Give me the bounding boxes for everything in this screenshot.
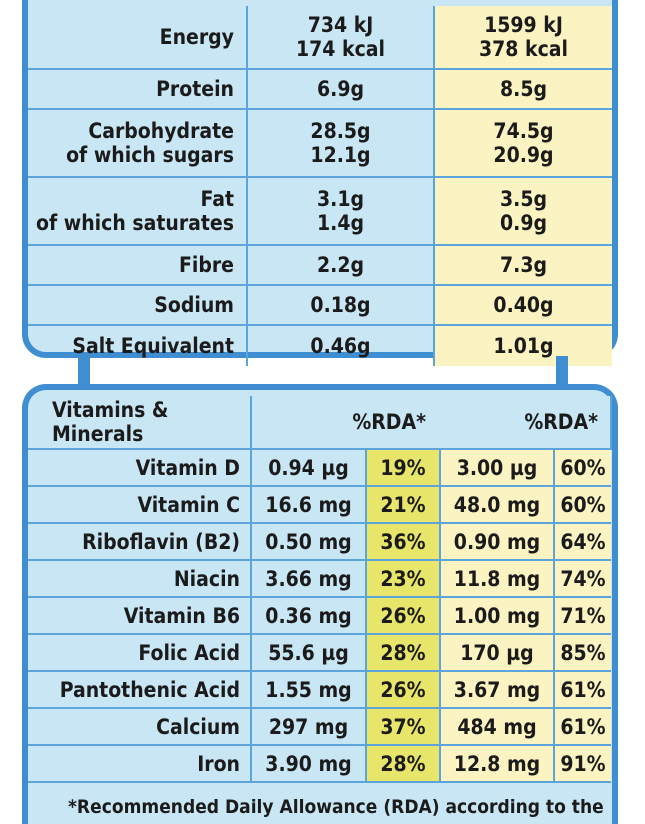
vitamin-amt1: 0.36 mg	[251, 597, 366, 635]
vitamin-amt2: 3.00 µg	[440, 449, 555, 487]
nutrition-label: Fat of which saturates	[28, 177, 248, 246]
nutrition-v1: 6.9g	[247, 69, 435, 110]
vitamin-amt1: 297 mg	[251, 708, 366, 746]
nutrition-v1: 28.5g 12.1g	[247, 109, 435, 178]
vitamin-rda2: 64%	[554, 523, 611, 561]
vitamin-label: Niacin	[28, 560, 252, 598]
vitamin-rda1: 26%	[365, 671, 441, 709]
vitamin-label: Folic Acid	[28, 634, 252, 672]
nutrition-v2: 74.5g 20.9g	[434, 109, 612, 178]
vitamin-rda2: 61%	[554, 708, 611, 746]
vitamin-label: Vitamin B6	[28, 597, 252, 635]
vitamins-panel: Vitamins & Minerals %RDA* %RDA* Vitamin …	[22, 384, 618, 824]
nutrition-v1: 0.18g	[247, 285, 435, 326]
vitamin-row: Calcium 297 mg 37% 484 mg 61%	[28, 708, 611, 746]
vitamin-row: Vitamin D 0.94 µg 19% 3.00 µg 60%	[28, 449, 611, 487]
vitamin-row: Vitamin C 16.6 mg 21% 48.0 mg 60%	[28, 486, 611, 524]
vitamin-row: Folic Acid 55.6 µg 28% 170 µg 85%	[28, 634, 611, 672]
vitamin-amt1: 16.6 mg	[251, 486, 366, 524]
nutrition-v1: 2.2g	[247, 245, 435, 286]
vitamin-rda2: 71%	[554, 597, 611, 635]
vitamin-row: Iron 3.90 mg 28% 12.8 mg 91%	[28, 745, 611, 783]
vitamin-rda2: 60%	[554, 486, 611, 524]
vitamin-amt1: 0.50 mg	[251, 523, 366, 561]
nutrition-v2: 7.3g	[434, 245, 612, 286]
vitamin-row: Riboflavin (B2) 0.50 mg 36% 0.90 mg 64%	[28, 523, 611, 561]
vitamin-amt1: 3.90 mg	[251, 745, 366, 783]
nutrition-row: Energy 734 kJ 174 kcal 1599 kJ 378 kcal	[28, 6, 612, 70]
nutrition-label: Protein	[28, 69, 248, 110]
vitamin-label: Riboflavin (B2)	[28, 523, 252, 561]
vitamin-amt1: 3.66 mg	[251, 560, 366, 598]
vitamin-row: Vitamin B6 0.36 mg 26% 1.00 mg 71%	[28, 597, 611, 635]
vitamin-rda2: 60%	[554, 449, 611, 487]
vitamin-amt2: 11.8 mg	[440, 560, 555, 598]
nutrition-row: Fat of which saturates 3.1g 1.4g 3.5g 0.9g	[28, 177, 612, 246]
vitamin-rda2: 61%	[554, 671, 611, 709]
vitamin-rda1: 37%	[365, 708, 441, 746]
rda-header-2: %RDA*	[440, 396, 612, 450]
vitamin-rda1: 36%	[365, 523, 441, 561]
vitamin-amt2: 12.8 mg	[440, 745, 555, 783]
nutrition-v1: 3.1g 1.4g	[247, 177, 435, 246]
vitamin-label: Calcium	[28, 708, 252, 746]
nutrition-label: Energy	[28, 6, 248, 70]
nutrition-row: Sodium 0.18g 0.40g	[28, 285, 612, 326]
rda-header-1: %RDA*	[251, 396, 440, 450]
nutrition-v2: 1599 kJ 378 kcal	[434, 6, 612, 70]
vitamin-label: Vitamin D	[28, 449, 252, 487]
nutrition-v1: 0.46g	[247, 325, 435, 366]
nutrition-row: Protein 6.9g 8.5g	[28, 69, 612, 110]
vitamins-header-row: Vitamins & Minerals %RDA* %RDA*	[28, 396, 612, 450]
vitamin-amt2: 484 mg	[440, 708, 555, 746]
nutrition-row: Salt Equivalent 0.46g 1.01g	[28, 325, 612, 366]
nutrition-row: Carbohydrate of which sugars 28.5g 12.1g 7…	[28, 109, 612, 178]
nutrition-table: Energy 734 kJ 174 kcal 1599 kJ 378 kcal Pro…	[28, 6, 612, 366]
vitamin-rda1: 21%	[365, 486, 441, 524]
vitamin-rda2: 91%	[554, 745, 611, 783]
vitamin-amt2: 0.90 mg	[440, 523, 555, 561]
nutrition-label: Fibre	[28, 245, 248, 286]
vitamin-amt1: 1.55 mg	[251, 671, 366, 709]
rda-footnote: *Recommended Daily Allowance (RDA) accor…	[68, 796, 604, 818]
vitamin-amt2: 48.0 mg	[440, 486, 555, 524]
vitamin-amt2: 3.67 mg	[440, 671, 555, 709]
nutrition-v2: 3.5g 0.9g	[434, 177, 612, 246]
nutrition-v2: 8.5g	[434, 69, 612, 110]
vitamin-amt2: 1.00 mg	[440, 597, 555, 635]
vitamin-label: Iron	[28, 745, 252, 783]
vitamin-rda1: 28%	[365, 634, 441, 672]
vitamin-rda1: 26%	[365, 597, 441, 635]
vitamin-rda1: 28%	[365, 745, 441, 783]
nutrition-row: Fibre 2.2g 7.3g	[28, 245, 612, 286]
vitamins-title: Vitamins & Minerals	[28, 396, 252, 450]
nutrition-label: Carbohydrate of which sugars	[28, 109, 248, 178]
vitamin-rda1: 19%	[365, 449, 441, 487]
vitamin-row: Niacin 3.66 mg 23% 11.8 mg 74%	[28, 560, 611, 598]
vitamin-row: Pantothenic Acid 1.55 mg 26% 3.67 mg 61%	[28, 671, 611, 709]
nutrition-panel: Energy 734 kJ 174 kcal 1599 kJ 378 kcal Pro…	[22, 0, 618, 366]
vitamin-amt2: 170 µg	[440, 634, 555, 672]
vitamins-table: Vitamins & Minerals %RDA* %RDA* Vitamin …	[28, 396, 612, 783]
vitamin-rda2: 74%	[554, 560, 611, 598]
nutrition-label: Salt Equivalent	[28, 325, 248, 366]
vitamin-rda2: 85%	[554, 634, 611, 672]
panel-connector-left	[78, 356, 90, 386]
vitamin-amt1: 0.94 µg	[251, 449, 366, 487]
vitamin-label: Vitamin C	[28, 486, 252, 524]
nutrition-v2: 1.01g	[434, 325, 612, 366]
nutrition-v1: 734 kJ 174 kcal	[247, 6, 435, 70]
vitamin-rda1: 23%	[365, 560, 441, 598]
nutrition-label: Sodium	[28, 285, 248, 326]
nutrition-v2: 0.40g	[434, 285, 612, 326]
vitamin-label: Pantothenic Acid	[28, 671, 252, 709]
panel-connector-right	[556, 356, 568, 386]
vitamin-amt1: 55.6 µg	[251, 634, 366, 672]
